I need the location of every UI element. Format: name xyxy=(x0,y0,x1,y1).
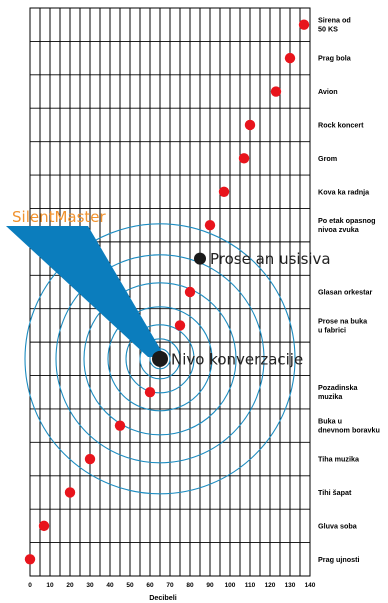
category-label: u fabrici xyxy=(318,325,346,334)
category-label: nivoa zvuka xyxy=(318,225,360,234)
category-label: Prag ujnosti xyxy=(318,555,360,564)
category-label: Avion xyxy=(318,87,338,96)
x-axis-label: Decibeli xyxy=(149,593,177,602)
sound-ring xyxy=(139,338,181,380)
data-point xyxy=(298,19,310,30)
x-tick-label: 120 xyxy=(265,582,276,589)
x-tick-label: 50 xyxy=(126,582,134,589)
x-tick-label: 100 xyxy=(225,582,236,589)
data-point xyxy=(114,420,126,431)
x-tick-label: 80 xyxy=(186,582,194,589)
data-point xyxy=(284,52,296,64)
data-point xyxy=(174,320,186,331)
category-label: Sirena od xyxy=(318,16,351,25)
data-point xyxy=(184,286,196,298)
data-point xyxy=(84,453,96,465)
sound-ring xyxy=(24,223,296,495)
data-point xyxy=(204,219,216,231)
data-points xyxy=(24,19,310,565)
sound-ring xyxy=(55,254,265,464)
highlight-point xyxy=(194,252,206,265)
callout-wedge xyxy=(6,226,165,357)
sound-ring xyxy=(83,282,237,436)
data-point xyxy=(270,86,282,97)
category-label: 50 KS xyxy=(318,25,338,34)
category-labels: Prose an usisiva Nivo konverzacije Sirena … xyxy=(171,16,380,564)
concentric-rings xyxy=(24,223,296,495)
callout-label: SilentMaster xyxy=(12,208,107,226)
category-label: Prose na buka xyxy=(318,316,368,325)
x-axis-ticks: 0 10 20 30 40 50 60 70 80 90 100 110 120 130 140 xyxy=(28,582,316,589)
category-label: Pozadinska xyxy=(318,383,359,392)
data-point xyxy=(244,119,256,131)
x-tick-label: 90 xyxy=(206,582,214,589)
silentmaster-callout: SilentMaster xyxy=(6,208,165,357)
x-tick-label: 110 xyxy=(245,582,256,589)
category-label: dnevnom boravku xyxy=(318,426,380,435)
x-tick-label: 60 xyxy=(146,582,154,589)
data-point xyxy=(218,186,230,197)
category-label: Glasan orkestar xyxy=(318,288,373,297)
x-tick-label: 10 xyxy=(46,582,54,589)
x-tick-label: 70 xyxy=(166,582,174,589)
highlight-label: Prose an usisiva xyxy=(210,250,331,268)
category-label: Kova ka radnja xyxy=(318,187,370,196)
highlight-point xyxy=(152,350,168,367)
category-label: Tiha muzika xyxy=(318,455,360,464)
data-point xyxy=(238,153,250,164)
sound-ring xyxy=(125,324,195,394)
x-tick-label: 140 xyxy=(305,582,316,589)
category-label: Gluva soba xyxy=(318,521,358,530)
category-label: Buka u xyxy=(318,417,342,426)
category-label: Rock koncert xyxy=(318,120,364,129)
category-label: muzika xyxy=(318,392,343,401)
category-label: Po etak opasnog xyxy=(318,216,376,225)
data-point xyxy=(144,387,156,398)
data-point xyxy=(24,554,36,565)
highlight-label: Nivo konverzacije xyxy=(171,350,303,368)
sound-ring xyxy=(107,306,213,412)
category-label: Grom xyxy=(318,154,337,163)
x-tick-label: 20 xyxy=(66,582,74,589)
x-tick-label: 30 xyxy=(86,582,94,589)
category-label: Prag bola xyxy=(318,54,352,63)
data-point xyxy=(38,520,50,532)
x-tick-label: 0 xyxy=(28,582,32,589)
category-label: Tihi šapat xyxy=(318,488,352,497)
x-tick-label: 130 xyxy=(285,582,296,589)
data-point xyxy=(64,487,76,498)
chart-grid xyxy=(29,7,311,577)
x-tick-label: 40 xyxy=(106,582,114,589)
